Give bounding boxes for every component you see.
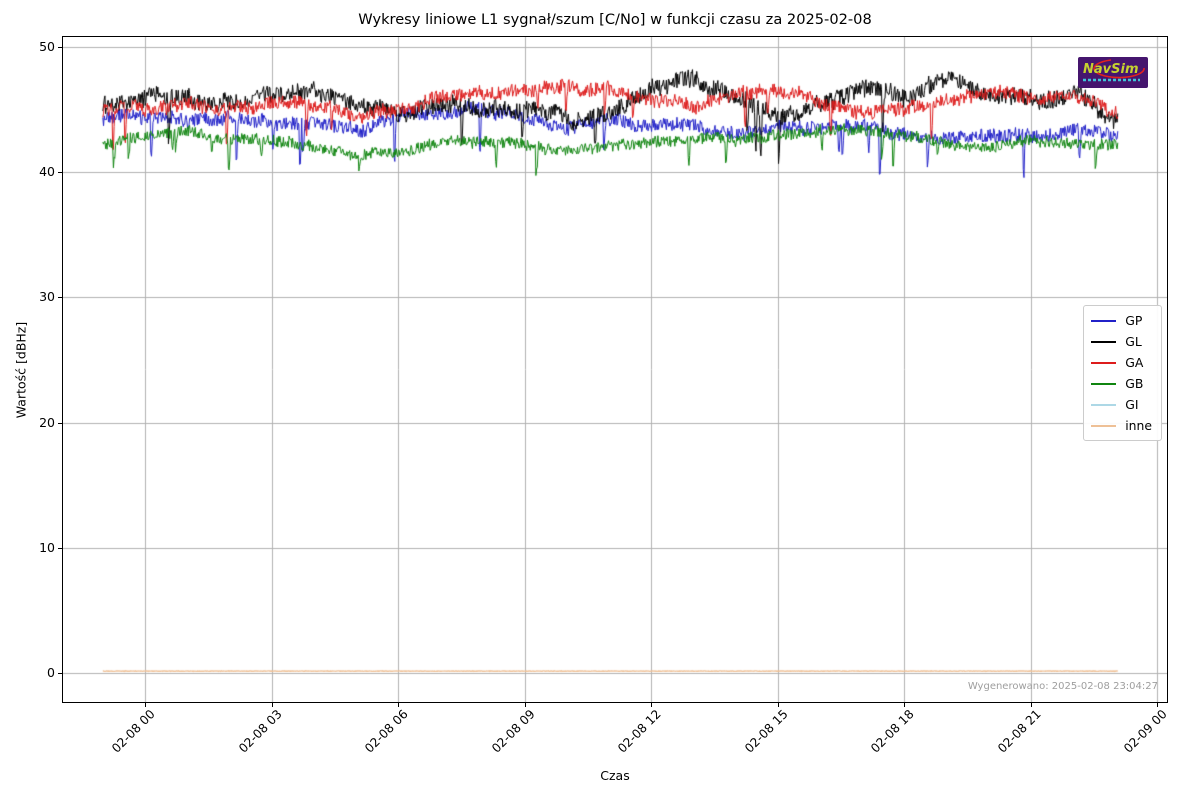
navsim-logo: NavSim [1078,57,1148,88]
y-axis-label: Wartość [dBHz] [13,321,29,419]
x-tick-mark [271,703,273,707]
x-tick-label: 02-08 21 [994,707,1044,756]
legend-label: GL [1125,334,1142,349]
x-tick-label: 02-08 09 [488,707,538,756]
x-tick-label: 02-08 06 [362,707,411,756]
x-tick-mark [904,703,905,707]
legend-entry-GL: GL [1091,331,1152,352]
legend-label: GA [1125,355,1144,370]
x-axis-label: Czas [600,768,630,783]
legend-line-swatch [1091,424,1117,427]
logo-swoosh [1093,59,1145,79]
y-tick-mark [58,547,62,549]
x-tick-mark [777,703,779,707]
x-tick-mark [398,703,399,707]
legend-line-swatch [1091,382,1117,385]
legend-entry-GA: GA [1091,352,1152,373]
logo-text: NavSim [1083,62,1139,77]
x-tick-label: 02-08 18 [868,707,917,756]
x-tick-mark [524,703,526,707]
legend-label: GB [1125,376,1144,391]
legend-label: GP [1125,313,1143,328]
y-tick-mark [58,673,62,674]
x-tick-mark [1157,703,1158,707]
y-tick-label: 10 [39,539,55,555]
legend-line-swatch [1091,340,1117,343]
legend-label: inne [1125,418,1152,433]
legend-line-swatch [1091,319,1117,322]
y-tick-label: 50 [39,39,55,54]
y-tick-mark [58,297,62,299]
x-tick-label: 02-08 15 [741,707,791,756]
y-tick-label: 40 [39,164,55,180]
x-tick-mark [651,703,652,707]
x-tick-label: 02-09 00 [1121,707,1170,756]
y-tick-mark [58,172,62,174]
y-tick-mark [58,47,62,48]
x-tick-mark [145,703,146,707]
legend-label: GI [1125,397,1139,412]
legend-line-swatch [1091,361,1117,364]
chart-title: Wykresy liniowe L1 sygnał/szum [C/No] w … [358,11,872,28]
legend-entry-inne: inne [1091,415,1152,436]
legend-line-swatch [1091,403,1117,406]
legend-entry-GB: GB [1091,373,1152,394]
generated-timestamp: Wygenerowano: 2025-02-08 23:04:27 [967,681,1158,692]
legend-entry-GI: GI [1091,394,1152,415]
x-tick-label: 02-08 12 [615,707,664,756]
x-tick-label: 02-08 00 [109,707,158,756]
chart-canvas [63,37,1167,702]
x-tick-mark [1030,703,1032,707]
legend: GP GL GA GB GI inne [1083,305,1162,441]
x-tick-label: 02-08 03 [235,707,285,756]
y-tick-label: 0 [47,665,55,680]
y-tick-label: 30 [39,289,55,305]
y-tick-label: 20 [39,414,55,430]
legend-entry-GP: GP [1091,310,1152,331]
y-tick-mark [58,422,62,424]
